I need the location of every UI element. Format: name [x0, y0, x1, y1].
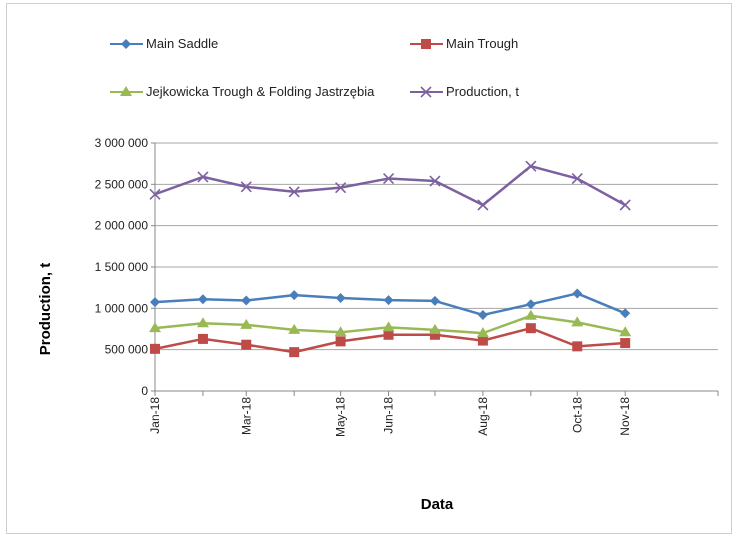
y-tick-label: 2 000 000 — [95, 219, 149, 233]
legend-entry-main-trough: Main Trough — [410, 36, 518, 51]
y-axis-title: Production, t — [37, 263, 54, 356]
gridlines — [155, 142, 718, 351]
point-stroke — [197, 171, 209, 183]
data-point — [571, 172, 583, 185]
chart-frame — [6, 3, 732, 534]
data-point — [428, 323, 441, 334]
series-main-saddle — [150, 288, 631, 320]
legend-marker — [121, 39, 131, 49]
y-tick-label: 3 000 000 — [95, 136, 149, 150]
data-point — [334, 326, 347, 337]
point-stroke — [240, 181, 252, 193]
data-point — [382, 172, 395, 185]
legend-entry-jejkowicka-trough: Jejkowicka Trough & Folding Jastrzębia — [110, 84, 375, 99]
data-point — [150, 343, 160, 354]
point-stroke — [149, 188, 161, 200]
y-tick-label: 2 500 000 — [95, 177, 149, 191]
data-point — [476, 327, 489, 338]
legend-marker — [120, 86, 132, 96]
y-tick-label: 1 000 000 — [95, 301, 149, 315]
legend-label: Main Saddle — [146, 36, 218, 51]
series-main-trough — [150, 323, 631, 358]
data-point — [241, 295, 252, 306]
data-point — [524, 309, 537, 320]
data-point — [572, 341, 583, 352]
x-tick-label: Jun-18 — [382, 397, 396, 434]
y-axis-ticks: 0 500 000 1 000 000 1 500 000 2 000 000 2 500… — [95, 136, 155, 398]
data-point — [429, 329, 440, 340]
data-point — [525, 299, 536, 310]
legend-entry-main-saddle: Main Saddle — [110, 36, 218, 51]
data-point — [335, 336, 346, 347]
data-point — [196, 317, 209, 328]
data-point — [150, 297, 160, 308]
legend-marker — [421, 39, 431, 49]
data-point — [620, 308, 631, 319]
data-point — [619, 199, 631, 211]
x-tick-label: May-18 — [334, 397, 348, 437]
data-point — [477, 199, 489, 211]
data-point — [619, 326, 632, 337]
point-stroke — [288, 186, 300, 198]
x-tick-label: Jan-18 — [148, 397, 162, 434]
data-point — [288, 186, 300, 198]
point-stroke — [525, 160, 537, 172]
data-point — [525, 323, 536, 334]
x-axis-ticks: Jan-18 Mar-18 May-18 Jun-18 Aug-18 Oct-18 Nov-… — [148, 391, 719, 437]
data-point — [383, 295, 394, 306]
data-point — [288, 323, 301, 334]
x-tick-label: Aug-18 — [476, 397, 490, 436]
x-axis-title: Data — [421, 496, 454, 513]
y-tick-label: 0 — [141, 384, 148, 398]
data-point — [149, 322, 161, 333]
data-point — [335, 293, 346, 303]
data-point — [197, 171, 209, 183]
legend-label: Jejkowicka Trough & Folding Jastrzębia — [146, 84, 375, 99]
x-tick-label: Oct-18 — [570, 397, 584, 433]
point-stroke — [335, 182, 347, 194]
data-point — [429, 175, 441, 187]
data-point — [477, 335, 488, 346]
legend-label: Production, t — [446, 84, 519, 99]
data-point — [197, 333, 208, 344]
point-stroke — [429, 175, 441, 187]
legend-entry-production: Production, t — [410, 84, 519, 99]
data-point — [289, 290, 300, 301]
data-point — [382, 321, 395, 332]
data-point — [241, 339, 252, 350]
data-point — [383, 329, 394, 340]
x-tick-label: Mar-18 — [239, 397, 253, 435]
data-point — [477, 309, 488, 320]
data-point — [429, 295, 440, 306]
data-point — [335, 182, 347, 194]
data-point — [571, 316, 584, 327]
plot-area — [149, 160, 632, 358]
series-production-t — [149, 160, 631, 211]
data-point — [197, 294, 208, 305]
data-point — [240, 181, 252, 193]
y-tick-label: 500 000 — [105, 343, 149, 357]
legend-label: Main Trough — [446, 36, 518, 51]
point-stroke — [420, 86, 432, 98]
y-tick-label: 1 500 000 — [95, 260, 149, 274]
data-point — [620, 338, 631, 349]
point-stroke — [477, 199, 489, 211]
legend: Main Saddle Main Trough Jejkowicka Troug… — [110, 36, 519, 99]
point-stroke — [571, 172, 583, 185]
data-point — [149, 188, 161, 200]
point-stroke — [382, 172, 395, 185]
data-point — [240, 318, 253, 329]
data-point — [572, 288, 583, 299]
legend-marker — [420, 86, 432, 98]
data-point — [525, 160, 537, 172]
x-tick-label: Nov-18 — [618, 397, 632, 436]
data-point — [289, 347, 300, 358]
series-line — [154, 164, 626, 207]
point-stroke — [619, 199, 631, 211]
series-jejkowicka-trough-folding-jastrz-bia — [149, 309, 632, 338]
